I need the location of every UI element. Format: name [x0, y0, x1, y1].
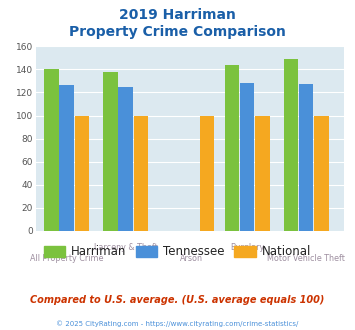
Text: Burglary: Burglary — [230, 243, 264, 251]
Text: Motor Vehicle Theft: Motor Vehicle Theft — [267, 254, 345, 263]
Text: Larceny & Theft: Larceny & Theft — [94, 243, 158, 251]
Bar — [119, 86, 133, 231]
Bar — [240, 83, 255, 231]
Text: © 2025 CityRating.com - https://www.cityrating.com/crime-statistics/: © 2025 CityRating.com - https://www.city… — [56, 321, 299, 327]
Bar — [314, 115, 329, 231]
Bar — [44, 69, 59, 231]
Bar — [103, 72, 118, 231]
Legend: Harriman, Tennessee, National: Harriman, Tennessee, National — [39, 241, 316, 263]
Bar — [299, 84, 313, 231]
Bar — [255, 115, 270, 231]
Text: Property Crime Comparison: Property Crime Comparison — [69, 25, 286, 39]
Text: Arson: Arson — [180, 254, 203, 263]
Bar — [200, 115, 214, 231]
Text: All Property Crime: All Property Crime — [30, 254, 103, 263]
Text: Compared to U.S. average. (U.S. average equals 100): Compared to U.S. average. (U.S. average … — [30, 295, 325, 305]
Bar — [225, 65, 239, 231]
Bar — [284, 59, 298, 231]
Bar — [134, 115, 148, 231]
Bar — [60, 85, 74, 231]
Bar — [75, 115, 89, 231]
Text: 2019 Harriman: 2019 Harriman — [119, 8, 236, 22]
